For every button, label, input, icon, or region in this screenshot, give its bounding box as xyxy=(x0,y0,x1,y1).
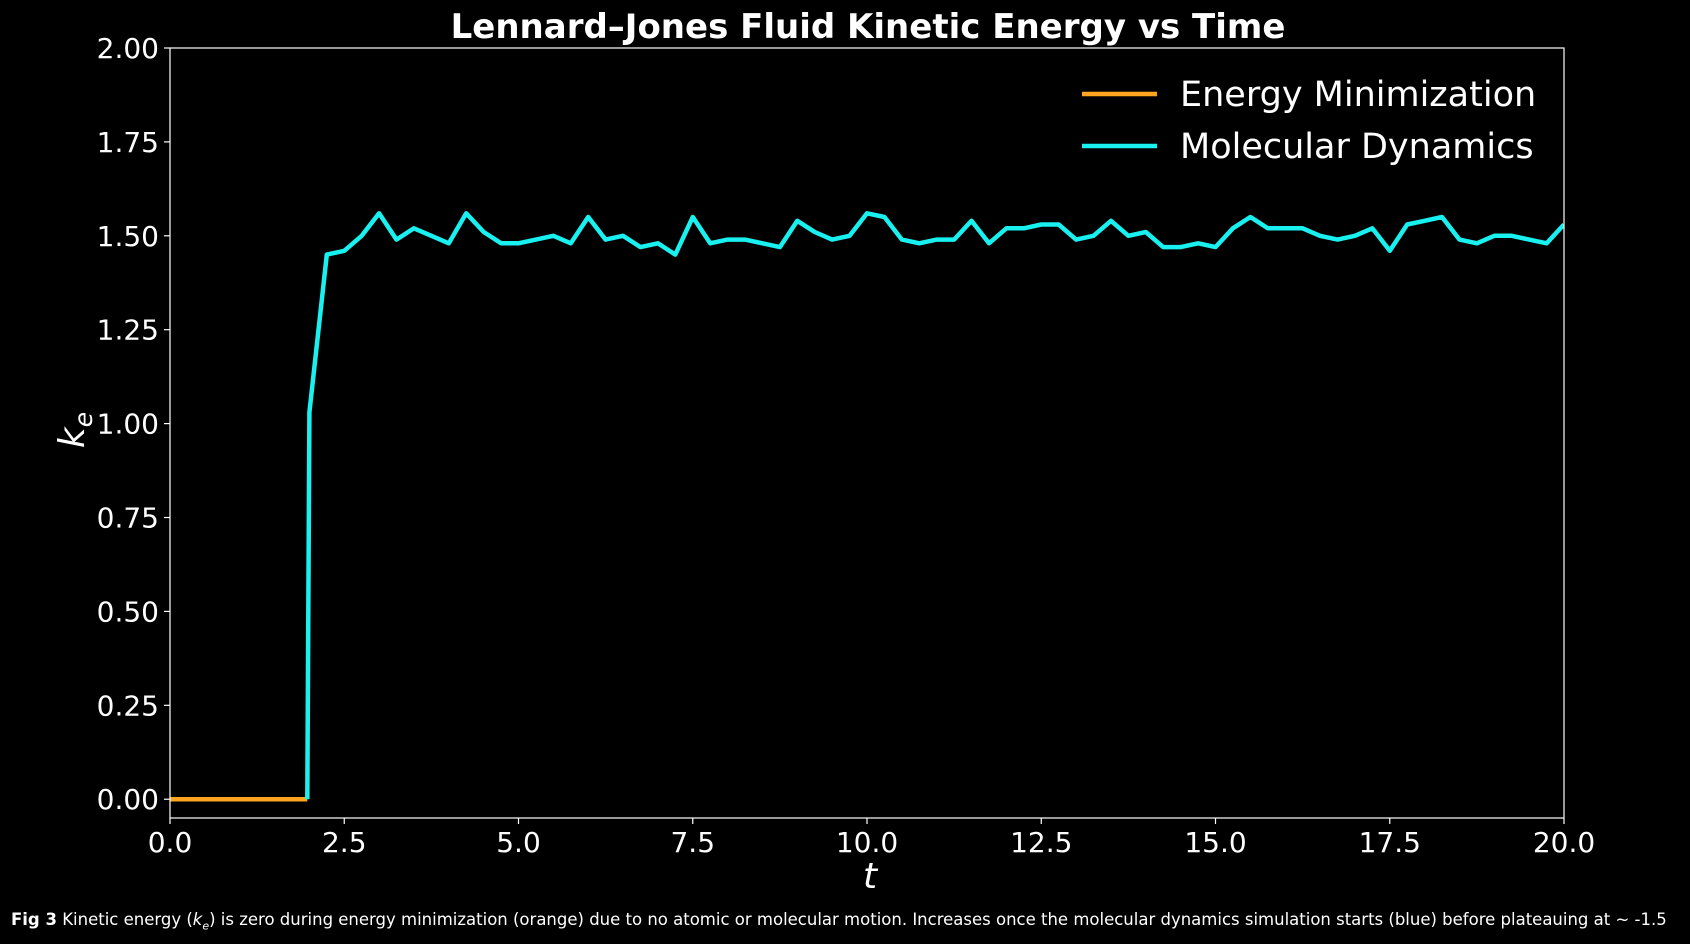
caption-symbol-subscript: e xyxy=(202,919,210,933)
plot-area xyxy=(170,211,1564,802)
y-tick-label: 1.50 xyxy=(97,220,159,253)
axes: 0.0 2.5 5.0 7.5 10.0 12.5 15.0 17.5 20.0 0.00 0.25… xyxy=(97,32,1596,859)
x-tick-label: 15.0 xyxy=(1184,826,1246,859)
svg-text:ke: ke xyxy=(52,412,98,448)
y-tick-label: 1.00 xyxy=(97,408,159,441)
x-tick-label: 0.0 xyxy=(148,826,193,859)
legend-label-0: Energy Minimization xyxy=(1180,75,1536,115)
chart-background xyxy=(0,0,1690,905)
x-tick-label: 12.5 xyxy=(1010,826,1072,859)
caption-prefix: Fig 3 xyxy=(11,910,57,929)
x-axis-label: t xyxy=(863,856,879,897)
y-tick-label: 0.50 xyxy=(97,595,159,628)
caption-text-before: Kinetic energy ( xyxy=(56,910,193,929)
y-axis-label-subscript: e xyxy=(69,412,98,427)
x-tick-label: 5.0 xyxy=(496,826,541,859)
series-line-1 xyxy=(305,211,1564,800)
y-tick-label: 1.25 xyxy=(97,314,159,347)
y-tick-label: 2.00 xyxy=(97,32,159,65)
figure-caption: Fig 3 Kinetic energy (ke) is zero during… xyxy=(11,910,1667,932)
x-tick-label: 7.5 xyxy=(670,826,715,859)
y-tick-label: 0.75 xyxy=(97,502,159,535)
legend-label-1: Molecular Dynamics xyxy=(1180,127,1534,167)
y-tick-label: 1.75 xyxy=(97,126,159,159)
chart-title: Lennard–Jones Fluid Kinetic Energy vs Ti… xyxy=(451,7,1286,47)
caption-symbol-base: k xyxy=(192,910,203,929)
caption-symbol: ke xyxy=(192,910,210,933)
kinetic-energy-chart: Lennard–Jones Fluid Kinetic Energy vs Ti… xyxy=(0,0,1690,905)
y-tick-label: 0.00 xyxy=(97,783,159,816)
y-axis-label-base: k xyxy=(52,425,93,448)
caption-text-after: ) is zero during energy minimization (or… xyxy=(209,910,1667,929)
x-tick-label: 20.0 xyxy=(1533,826,1595,859)
y-tick-label: 0.25 xyxy=(97,689,159,722)
y-axis-label: ke xyxy=(52,412,98,448)
legend: Energy Minimization Molecular Dynamics xyxy=(1082,75,1536,167)
x-tick-label: 2.5 xyxy=(322,826,367,859)
x-tick-label: 10.0 xyxy=(836,826,898,859)
x-tick-label: 17.5 xyxy=(1359,826,1421,859)
